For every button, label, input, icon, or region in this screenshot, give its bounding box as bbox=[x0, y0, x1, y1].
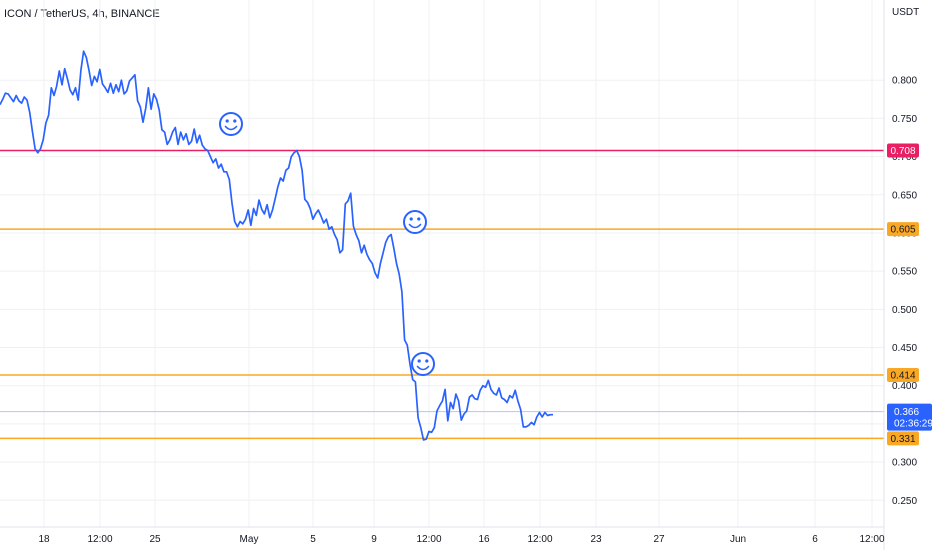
horizontal-levels bbox=[0, 149, 884, 440]
x-tick-label: 18 bbox=[38, 534, 50, 545]
x-tick-label: 12:00 bbox=[859, 534, 884, 545]
level-price-tag bbox=[887, 368, 919, 383]
y-tick-label: 0.500 bbox=[892, 305, 917, 316]
chart-title: ICON / TetherUS, 4h, BINANCE bbox=[4, 8, 160, 20]
smiley-icon[interactable] bbox=[411, 352, 435, 376]
current-price-label: 0.366 bbox=[894, 407, 919, 418]
x-tick-label: 9 bbox=[371, 534, 377, 545]
level-price-label: 0.605 bbox=[890, 225, 915, 236]
x-tick-label: 23 bbox=[590, 534, 602, 545]
level-price-tag bbox=[887, 222, 919, 237]
level-price-tag bbox=[887, 431, 919, 446]
x-tick-label: Jun bbox=[730, 534, 746, 545]
x-tick-label: 16 bbox=[478, 534, 490, 545]
x-tick-label: 12:00 bbox=[416, 534, 441, 545]
y-axis-unit-label: USDT bbox=[892, 7, 919, 18]
price-series bbox=[0, 50, 553, 441]
smiley-icon[interactable] bbox=[403, 210, 427, 234]
y-tick-label: 0.250 bbox=[892, 496, 917, 507]
x-tick-label: May bbox=[240, 534, 259, 545]
x-tick-label: 5 bbox=[310, 534, 316, 545]
y-tick-label: 0.650 bbox=[892, 190, 917, 201]
level-price-label: 0.708 bbox=[890, 146, 915, 157]
smiley-icon[interactable] bbox=[219, 112, 243, 136]
x-tick-label: 12:00 bbox=[527, 534, 552, 545]
current-price-tag bbox=[887, 403, 932, 431]
y-tick-label: 0.400 bbox=[892, 381, 917, 392]
x-tick-label: 6 bbox=[812, 534, 818, 545]
y-tick-label: 0.300 bbox=[892, 458, 917, 469]
y-tick-label: 0.750 bbox=[892, 114, 917, 125]
y-tick-label: 0.700 bbox=[892, 152, 917, 163]
level-price-tag bbox=[887, 143, 919, 158]
x-tick-label: 27 bbox=[653, 534, 665, 545]
y-tick-label: 0.550 bbox=[892, 267, 917, 278]
x-tick-label: 25 bbox=[149, 534, 161, 545]
y-tick-label: 0.800 bbox=[892, 76, 917, 87]
level-price-label: 0.331 bbox=[890, 434, 915, 445]
grid bbox=[0, 0, 884, 527]
price-axis[interactable]: USDT 0.8000.7500.7000.6500.6000.5500.500… bbox=[883, 0, 919, 550]
level-price-label: 0.414 bbox=[890, 371, 915, 382]
annotations bbox=[219, 112, 435, 376]
time-axis[interactable]: 18 12:00 25 May 5 9 12:00 16 12:00 23 27 Jun 6 12:00 bbox=[0, 526, 885, 545]
price-line bbox=[0, 50, 553, 441]
x-tick-label: 12:00 bbox=[87, 534, 112, 545]
bar-countdown-label: 02:36:29 bbox=[894, 419, 932, 430]
y-tick-label: 0.450 bbox=[892, 343, 917, 354]
